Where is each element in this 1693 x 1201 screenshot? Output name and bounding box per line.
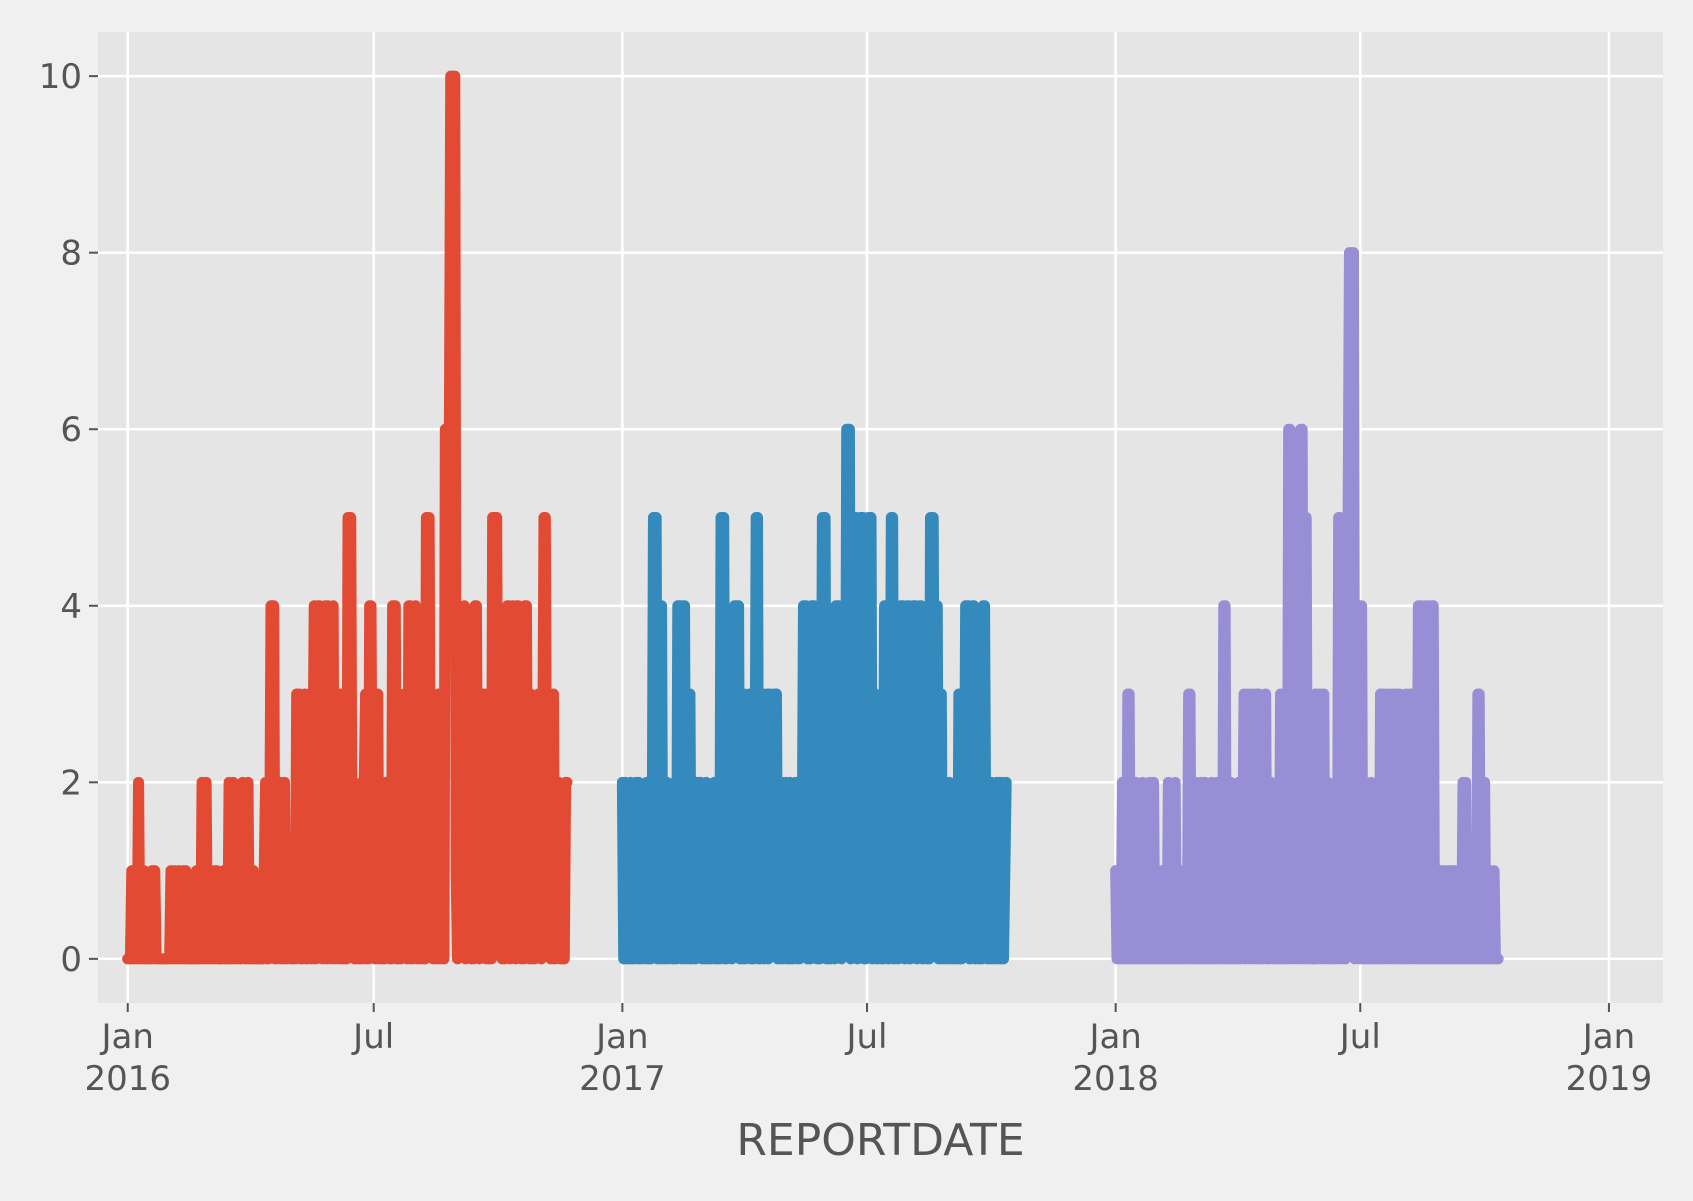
y-axis-ticks: 0 2 4 6 8 10 (39, 57, 98, 980)
x-tick-label: Jan (100, 1017, 154, 1057)
y-tick-label: 0 (60, 940, 82, 980)
x-axis-label: REPORTDATE (736, 1115, 1024, 1166)
series-layer (122, 70, 1504, 965)
x-tick-label: Jan (594, 1017, 648, 1057)
x-tick-label: Jul (1338, 1017, 1381, 1057)
series-line-3 (1110, 247, 1504, 965)
y-tick-label: 4 (60, 587, 82, 627)
x-tick-label: 2017 (579, 1059, 666, 1099)
y-tick-label: 8 (60, 234, 82, 274)
x-tick-label: 2018 (1072, 1059, 1159, 1099)
series-line-2 (616, 423, 1012, 965)
x-tick-label: Jan (1581, 1017, 1635, 1057)
x-tick-label: Jul (844, 1017, 887, 1057)
x-tick-label: 2019 (1566, 1059, 1653, 1099)
x-tick-label: Jul (351, 1017, 394, 1057)
y-tick-label: 10 (39, 57, 82, 97)
x-tick-label: 2016 (84, 1059, 171, 1099)
y-tick-label: 6 (60, 410, 82, 450)
series-line-1 (122, 70, 573, 965)
x-tick-label: Jan (1087, 1017, 1141, 1057)
y-tick-label: 2 (60, 763, 82, 803)
